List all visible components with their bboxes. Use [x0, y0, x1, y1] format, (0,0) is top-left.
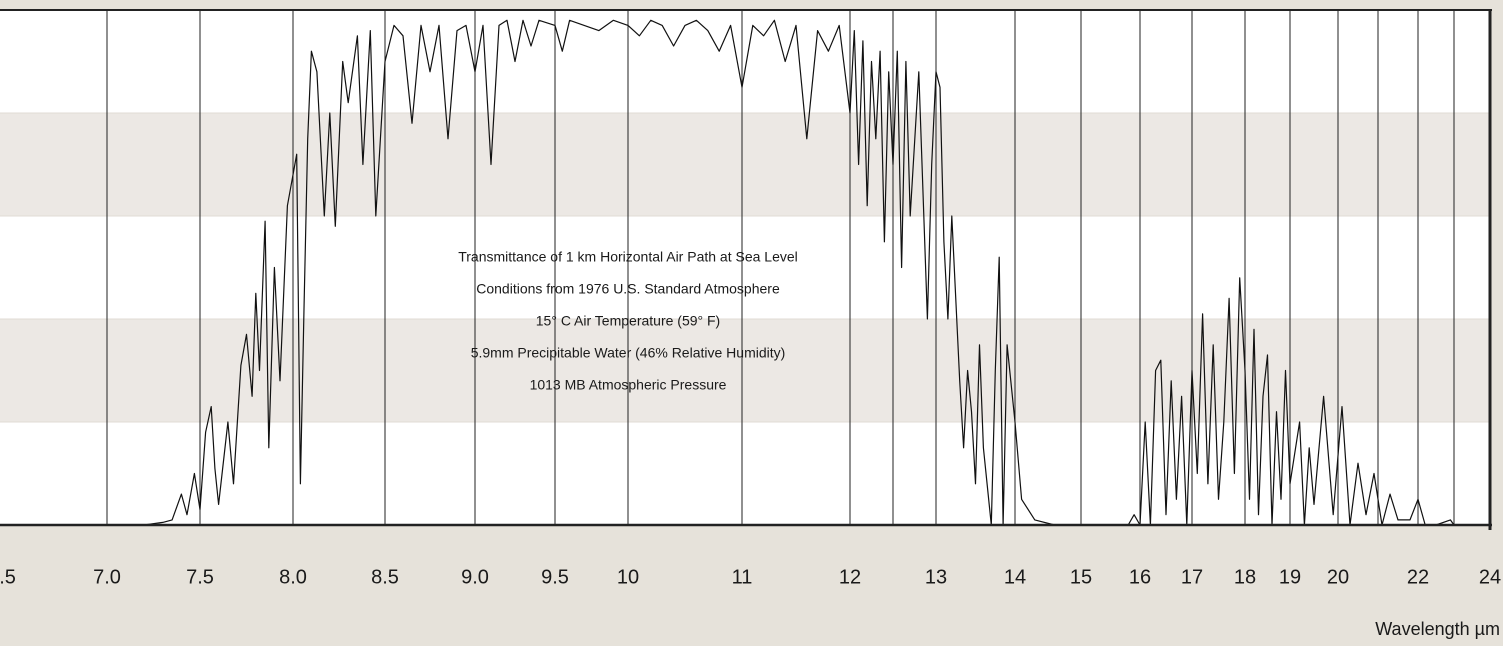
x-tick-label: 8.0 [279, 566, 307, 588]
x-tick-label: 13 [925, 566, 947, 588]
x-tick-label: 24 [1479, 566, 1501, 588]
x-tick-label: 12 [839, 566, 861, 588]
x-tick-label: 15 [1070, 566, 1092, 588]
transmittance-line [144, 19, 1455, 526]
x-tick-label: 8.5 [371, 566, 399, 588]
x-tick-label: 14 [1004, 566, 1026, 588]
annotation: 15° C Air Temperature (59° F) [536, 313, 720, 329]
x-axis-label: Wavelength µm [1375, 619, 1500, 639]
x-tick-label: 19 [1279, 566, 1301, 588]
annotation: 1013 MB Atmospheric Pressure [530, 377, 727, 393]
x-tick-label: 7.5 [186, 566, 214, 588]
annotation: Transmittance of 1 km Horizontal Air Pat… [458, 249, 798, 265]
annotation: Conditions from 1976 U.S. Standard Atmos… [476, 281, 780, 297]
plot-area [0, 10, 1490, 525]
y-band [0, 319, 1490, 422]
x-tick-label: 18 [1234, 566, 1256, 588]
x-tick-label: 9.5 [541, 566, 569, 588]
x-tick-label: 6.5 [0, 566, 16, 588]
x-tick-label: 17 [1181, 566, 1203, 588]
annotation: 5.9mm Precipitable Water (46% Relative H… [471, 345, 786, 361]
y-band [0, 113, 1490, 216]
x-tick-label: 20 [1327, 566, 1349, 588]
x-tick-label: 10 [617, 566, 639, 588]
x-tick-label: 9.0 [461, 566, 489, 588]
x-tick-label: 7.0 [93, 566, 121, 588]
x-tick-label: 11 [732, 566, 753, 588]
x-tick-label: 16 [1129, 566, 1151, 588]
x-tick-label: 22 [1407, 566, 1429, 588]
